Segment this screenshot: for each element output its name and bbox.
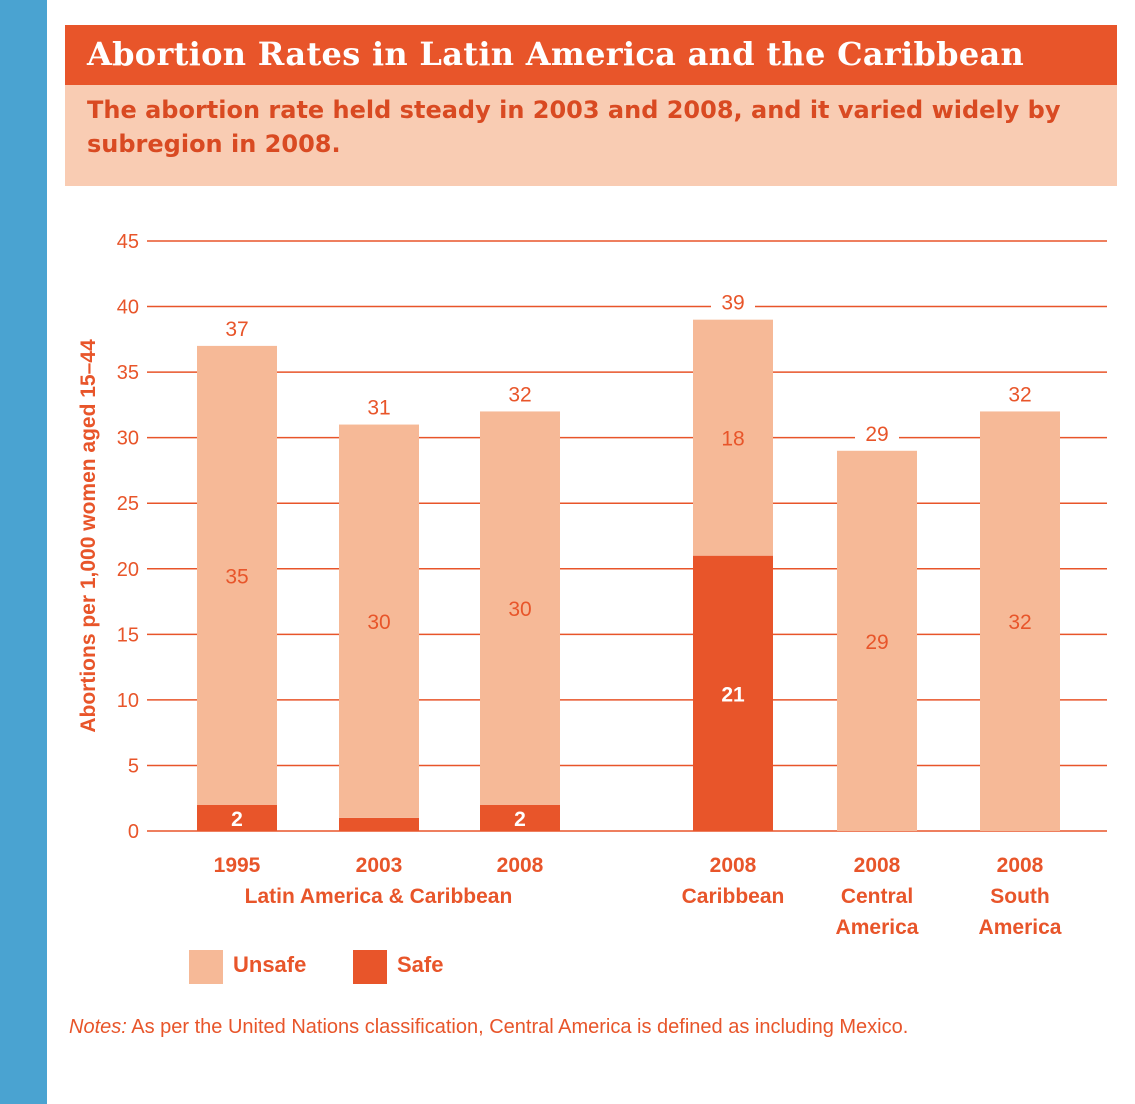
total-label-bg — [855, 418, 899, 445]
data-label-safe: 2 — [514, 808, 526, 831]
notes: Notes: As per the United Nations classif… — [69, 1012, 1069, 1042]
legend-safe-label: Safe — [397, 952, 444, 977]
y-tick-label: 20 — [117, 559, 139, 581]
data-label-unsafe: 32 — [1008, 611, 1031, 634]
y-tick-label: 35 — [117, 362, 139, 384]
data-label-safe: 2 — [231, 808, 243, 831]
bar-unsafe — [980, 411, 1060, 831]
bar-unsafe — [197, 345, 277, 805]
legend-safe-swatch — [353, 950, 387, 984]
notes-prefix: Notes: — [69, 1016, 127, 1038]
y-tick-label: 5 — [128, 755, 139, 777]
chart-subtitle: The abortion rate held steady in 2003 an… — [87, 96, 1061, 158]
data-label-unsafe: 29 — [865, 631, 888, 654]
x-category-label: America — [979, 916, 1062, 939]
data-label-unsafe: 35 — [225, 565, 248, 588]
x-category-label: 1995 — [214, 854, 261, 877]
data-label-total: 31 — [367, 397, 390, 420]
data-label-total: 29 — [865, 423, 888, 446]
total-label-bg — [498, 379, 542, 406]
x-category-label: South — [990, 885, 1049, 908]
x-category-label: 2008 — [710, 854, 757, 877]
data-label-total: 32 — [1008, 383, 1031, 406]
y-tick-label: 15 — [117, 624, 139, 646]
bar-safe — [693, 555, 773, 831]
y-tick-label: 25 — [117, 493, 139, 515]
total-label-bg — [711, 287, 755, 314]
total-label-bg — [998, 379, 1042, 406]
bar-safe — [339, 817, 419, 831]
bar-unsafe — [480, 411, 560, 805]
data-label-unsafe: 18 — [721, 428, 744, 451]
bar-safe — [480, 804, 560, 831]
total-label-bg — [215, 313, 259, 340]
x-category-label: America — [836, 916, 919, 939]
data-label-total: 39 — [721, 292, 744, 315]
bar-safe — [197, 804, 277, 831]
y-tick-label: 40 — [117, 297, 139, 319]
legend-unsafe-swatch — [189, 950, 223, 984]
chart-title: Abortion Rates in Latin America and the … — [87, 35, 1025, 73]
data-label-unsafe: 30 — [508, 598, 531, 621]
x-category-label: Central — [841, 885, 913, 908]
data-label-total: 32 — [508, 383, 531, 406]
y-tick-label: 30 — [117, 428, 139, 450]
bar-chart: 0 5 10 15 20 25 30 35 40 45 Abortions per 1,000 wo… — [77, 231, 1107, 939]
data-label-safe: 21 — [721, 683, 745, 706]
legend-unsafe-label: Unsafe — [233, 952, 307, 977]
bar-unsafe — [339, 424, 419, 818]
x-category-label: 2008 — [854, 854, 901, 877]
title-bar: Abortion Rates in Latin America and the … — [65, 25, 1117, 85]
y-axis-label: Abortions per 1,000 women aged 15–44 — [77, 339, 100, 733]
bar-unsafe — [837, 450, 917, 831]
x-category-label: 2008 — [497, 854, 544, 877]
x-category-label: 2008 — [997, 854, 1044, 877]
data-label-unsafe: 30 — [367, 611, 390, 634]
y-tick-label: 45 — [117, 231, 139, 253]
x-category-label: 2003 — [356, 854, 403, 877]
x-category-label: Caribbean — [682, 885, 785, 908]
notes-text: As per the United Nations classification… — [126, 1016, 909, 1038]
chart-card: Abortion Rates in Latin America and the … — [47, 0, 1135, 1104]
x-group-label: Latin America & Caribbean — [245, 885, 513, 908]
subtitle-box: The abortion rate held steady in 2003 an… — [65, 85, 1117, 186]
total-label-bg — [357, 392, 401, 419]
data-label-total: 37 — [225, 318, 248, 341]
y-tick-label: 10 — [117, 690, 139, 712]
bar-unsafe — [693, 319, 773, 556]
y-tick-label: 0 — [128, 821, 139, 843]
